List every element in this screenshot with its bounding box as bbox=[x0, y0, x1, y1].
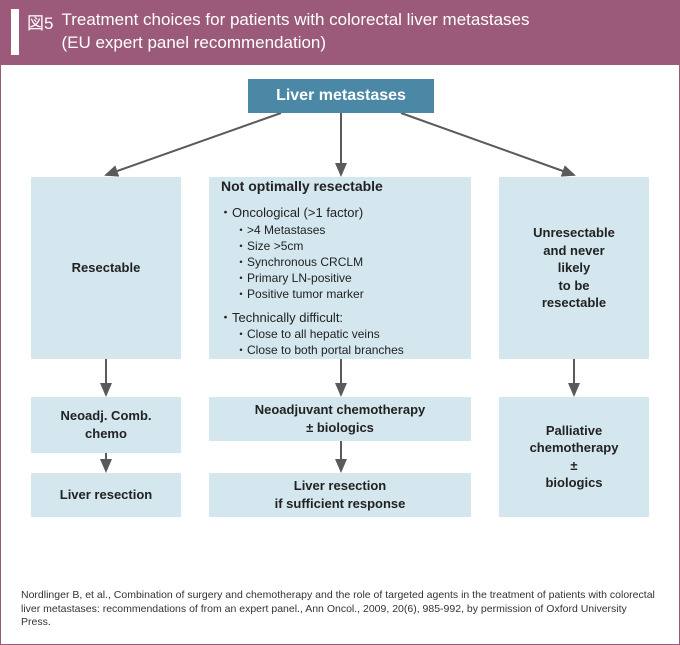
citation-text: Nordlinger B, et al., Combination of sur… bbox=[1, 583, 679, 644]
criteria-item: Primary LN-positive bbox=[235, 270, 404, 286]
figure-label: 図5 bbox=[27, 9, 53, 34]
node-label: Liver resection if sufficient response bbox=[275, 477, 406, 512]
node-liver-resection: Liver resection bbox=[31, 473, 181, 517]
node-label: Neoadj. Comb. chemo bbox=[60, 407, 151, 442]
node-label: Unresectable and never likely to be rese… bbox=[533, 224, 615, 312]
node-label: Neoadjuvant chemotherapy ± biologics bbox=[255, 401, 426, 436]
criteria-item: Close to all hepatic veins bbox=[235, 326, 404, 342]
flow-arrow bbox=[401, 113, 574, 175]
criteria-group: Technically difficult:Close to all hepat… bbox=[219, 309, 404, 359]
node-unresectable: Unresectable and never likely to be rese… bbox=[499, 177, 649, 359]
node-not-optimally-resectable: Not optimally resectable Oncological (>1… bbox=[209, 177, 471, 359]
node-label: Palliative chemotherapy ± biologics bbox=[530, 422, 619, 492]
node-start: Liver metastases bbox=[248, 79, 434, 113]
node-resectable: Resectable bbox=[31, 177, 181, 359]
criteria-item: Close to both portal branches bbox=[235, 342, 404, 358]
figure-container: 図5 Treatment choices for patients with c… bbox=[0, 0, 680, 645]
criteria-item: Size >5cm bbox=[235, 238, 404, 254]
criteria-group: Oncological (>1 factor)>4 MetastasesSize… bbox=[219, 204, 404, 302]
criteria-sublist: Close to all hepatic veinsClose to both … bbox=[219, 326, 404, 358]
figure-title: Treatment choices for patients with colo… bbox=[61, 9, 529, 55]
header-tab bbox=[11, 9, 19, 55]
criteria-list: Oncological (>1 factor)>4 MetastasesSize… bbox=[215, 204, 404, 360]
flow-arrow bbox=[106, 113, 281, 175]
node-title: Not optimally resectable bbox=[221, 177, 383, 196]
criteria-item: >4 Metastases bbox=[235, 222, 404, 238]
criteria-item: Synchronous CRCLM bbox=[235, 254, 404, 270]
flowchart-area: Liver metastases Resectable Neoadj. Comb… bbox=[1, 65, 679, 583]
figure-header: 図5 Treatment choices for patients with c… bbox=[1, 1, 679, 65]
criteria-item: Positive tumor marker bbox=[235, 286, 404, 302]
node-label: Resectable bbox=[72, 259, 141, 277]
node-neoadj-comb-chemo: Neoadj. Comb. chemo bbox=[31, 397, 181, 453]
criteria-sublist: >4 MetastasesSize >5cmSynchronous CRCLMP… bbox=[219, 222, 404, 303]
node-palliative-chemo: Palliative chemotherapy ± biologics bbox=[499, 397, 649, 517]
node-label: Liver resection bbox=[60, 486, 153, 504]
node-liver-resection-if-response: Liver resection if sufficient response bbox=[209, 473, 471, 517]
node-neoadjuvant-chemo-biologics: Neoadjuvant chemotherapy ± biologics bbox=[209, 397, 471, 441]
node-start-label: Liver metastases bbox=[276, 85, 406, 107]
